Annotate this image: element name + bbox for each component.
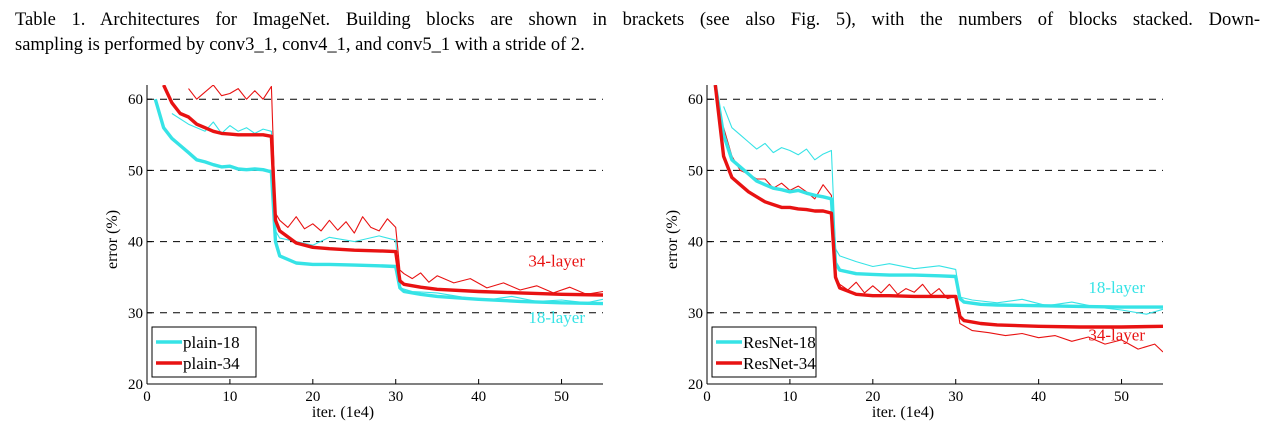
y-tick-label: 40 xyxy=(688,235,703,251)
x-tick-label: 50 xyxy=(554,389,569,405)
series-group xyxy=(153,85,603,306)
legend-label: ResNet-34 xyxy=(743,354,816,373)
series-group xyxy=(713,85,1163,353)
annotation-34-layer: 34-layer xyxy=(1088,326,1145,345)
plain-networks-chart: 0 10 20 30 40 50 20 30 40 50 60 iter. (1e4) error (%… xyxy=(104,85,603,421)
legend-box xyxy=(711,326,817,378)
series-line-plain-34 xyxy=(162,85,603,297)
series-line-plain-18 xyxy=(153,98,603,306)
y-tick-label: 30 xyxy=(688,306,703,322)
x-tick-label: 0 xyxy=(703,389,711,405)
annotation-18-layer: 18-layer xyxy=(528,308,585,327)
resnet-networks-chart: 0 10 20 30 40 50 20 30 40 50 60 iter. (1e4) error (%… xyxy=(664,85,1163,421)
y-tick-label: 40 xyxy=(128,235,143,251)
caption-line-2: sampling is performed by conv3_1, conv4_… xyxy=(15,35,585,55)
series-line-plain-18-train xyxy=(171,113,603,304)
legend: ResNet-18 ResNet-34 xyxy=(711,326,817,378)
legend-label: plain-34 xyxy=(183,354,240,373)
x-tick-label: 10 xyxy=(782,389,797,405)
x-tick-label: 40 xyxy=(1031,389,1046,405)
y-axis-label: error (%) xyxy=(104,210,121,269)
x-axis-label: iter. (1e4) xyxy=(312,404,374,421)
series-line-resnet-34-train xyxy=(723,127,1163,353)
plot-area: 0 10 20 30 40 50 20 30 40 50 60 iter. (1e4) error (%… xyxy=(104,85,603,421)
caption-line-1: Table 1. Architectures for ImageNet. Bui… xyxy=(15,10,1260,30)
y-tick-label: 20 xyxy=(688,377,703,393)
x-tick-label: 30 xyxy=(948,389,963,405)
legend-label: ResNet-18 xyxy=(743,333,816,352)
y-tick-label: 60 xyxy=(128,92,143,108)
annotation-18-layer: 18-layer xyxy=(1088,278,1145,297)
annotation-34-layer: 34-layer xyxy=(528,252,585,271)
x-tick-label: 10 xyxy=(222,389,237,405)
x-tick-label: 30 xyxy=(388,389,403,405)
x-tick-label: 50 xyxy=(1114,389,1129,405)
y-tick-label: 60 xyxy=(688,92,703,108)
x-tick-label: 0 xyxy=(143,389,151,405)
plot-area: 0 10 20 30 40 50 20 30 40 50 60 iter. (1e4) error (%… xyxy=(664,85,1163,421)
y-tick-label: 50 xyxy=(688,163,703,179)
y-axis-label: error (%) xyxy=(664,210,681,269)
legend: plain-18 plain-34 xyxy=(151,326,257,378)
series-line-plain-34-train xyxy=(188,85,603,295)
x-tick-label: 20 xyxy=(865,389,880,405)
x-tick-label: 20 xyxy=(305,389,320,405)
y-tick-label: 30 xyxy=(128,306,143,322)
table-caption: Table 1. Architectures for ImageNet. Bui… xyxy=(15,8,1260,58)
y-tick-label: 50 xyxy=(128,163,143,179)
series-line-resnet-34 xyxy=(713,85,1163,329)
legend-label: plain-18 xyxy=(183,333,240,352)
x-tick-label: 40 xyxy=(471,389,486,405)
series-line-resnet-18 xyxy=(713,85,1163,309)
x-axis-label: iter. (1e4) xyxy=(872,404,934,421)
legend-box xyxy=(151,326,257,378)
y-tick-label: 20 xyxy=(128,377,143,393)
